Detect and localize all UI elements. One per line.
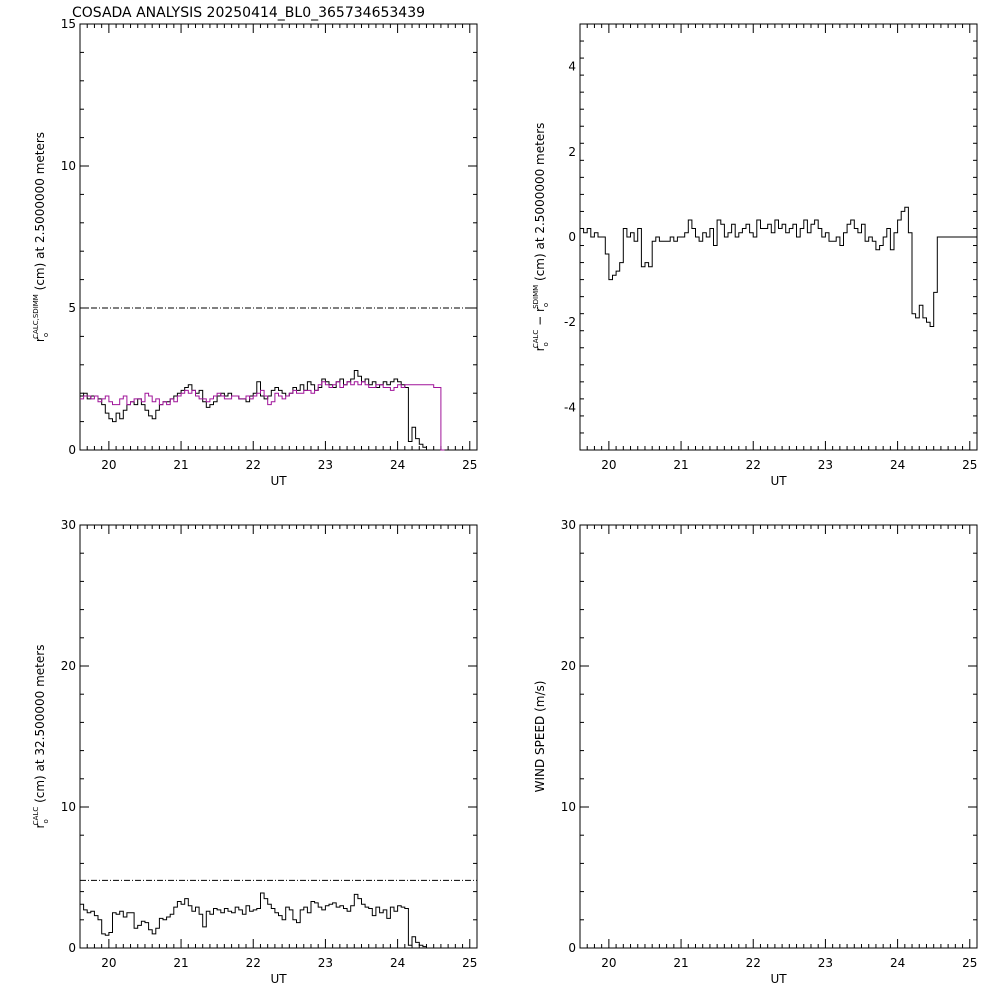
y-title-rest: (cm) at 2.5000000 meters xyxy=(533,123,547,285)
figure-title: COSADA ANALYSIS 20250414_BL0_36573465343… xyxy=(72,5,425,21)
y-tick-label: 0 xyxy=(568,941,576,955)
y-tick-label: 10 xyxy=(61,159,76,173)
y-tick-label: 0 xyxy=(68,941,76,955)
series-line-1 xyxy=(580,206,977,327)
x-tick-label: 22 xyxy=(246,458,261,472)
y-tick-label: 30 xyxy=(561,518,576,532)
series-line-1 xyxy=(80,370,445,451)
y-tick-label: 0 xyxy=(68,443,76,457)
chart-panel-p4: 20 21 22 23 24 25 0 10 20 30 UT WIND SPEED (m/s) xyxy=(533,518,978,986)
y-title-rest: WIND SPEED (m/s) xyxy=(533,681,547,793)
x-tick-label: 20 xyxy=(101,458,116,472)
y-title-sub: o xyxy=(42,333,50,337)
chart-panel-p1: 20 21 22 23 24 25 0 5 10 15 UT roCALC,SDIMM (cm) at… xyxy=(32,17,478,488)
plot-frame xyxy=(79,23,478,451)
y-title-sub: o xyxy=(42,819,50,823)
y-tick-label: 20 xyxy=(61,659,76,673)
y-title-sup: CALC,SDIMM xyxy=(32,294,40,339)
y-axis-title: WIND SPEED (m/s) xyxy=(533,681,547,793)
y-title-base: r xyxy=(533,346,547,351)
x-tick-label: 24 xyxy=(890,956,905,970)
y-tick-label: 30 xyxy=(61,518,76,532)
y-tick-label: 10 xyxy=(61,800,76,814)
y-title-rest: (cm) at 2.5000000 meters xyxy=(33,132,47,294)
y-tick-label: -4 xyxy=(564,400,576,414)
x-tick-label: 23 xyxy=(318,956,333,970)
x-tick-label: 22 xyxy=(246,956,261,970)
x-tick-label: 24 xyxy=(390,458,405,472)
y-title-mid: − r xyxy=(533,307,547,330)
x-tick-label: 23 xyxy=(318,458,333,472)
y-title-base: r xyxy=(33,823,47,828)
y-tick-label: 2 xyxy=(568,145,576,159)
x-tick-label: 24 xyxy=(890,458,905,472)
series-line-1 xyxy=(80,892,445,949)
y-tick-label: -2 xyxy=(564,315,576,329)
x-tick-label: 22 xyxy=(746,956,761,970)
x-tick-label: 21 xyxy=(673,956,688,970)
x-tick-label: 22 xyxy=(746,458,761,472)
x-tick-label: 20 xyxy=(601,956,616,970)
y-title-sup: CALC xyxy=(532,330,540,349)
y-title-sup: SDIMM xyxy=(532,285,540,309)
x-tick-label: 20 xyxy=(101,956,116,970)
y-title-sub: o xyxy=(542,342,550,346)
y-tick-label: 20 xyxy=(561,659,576,673)
y-tick-label: 15 xyxy=(61,17,76,31)
y-title-rest: (cm) at 32.500000 meters xyxy=(33,645,47,807)
plot-frame xyxy=(579,524,978,949)
series-line-2 xyxy=(80,381,445,451)
y-axis-title: roCALC − roSDIMM (cm) at 2.5000000 meter… xyxy=(532,123,550,352)
x-tick-label: 21 xyxy=(673,458,688,472)
y-title-base: r xyxy=(33,337,47,342)
x-tick-label: 25 xyxy=(962,458,977,472)
chart-panel-p3: 20 21 22 23 24 25 0 10 20 30 UT roCALC (cm) at 32.5… xyxy=(32,518,478,986)
y-axis-title: roCALC,SDIMM (cm) at 2.5000000 meters xyxy=(32,132,50,342)
y-tick-label: 0 xyxy=(568,230,576,244)
y-title-sup: CALC xyxy=(32,807,40,826)
x-tick-label: 23 xyxy=(818,458,833,472)
y-axis-title: roCALC (cm) at 32.500000 meters xyxy=(32,645,50,829)
x-tick-label: 20 xyxy=(601,458,616,472)
x-tick-label: 23 xyxy=(818,956,833,970)
plot-frame xyxy=(79,524,478,949)
x-axis-title: UT xyxy=(770,474,787,488)
x-axis-title: UT xyxy=(270,972,287,986)
x-tick-label: 24 xyxy=(390,956,405,970)
y-tick-label: 10 xyxy=(561,800,576,814)
x-tick-label: 25 xyxy=(462,458,477,472)
plot-frame xyxy=(579,23,978,451)
y-tick-label: 4 xyxy=(568,60,576,74)
x-tick-label: 21 xyxy=(173,458,188,472)
x-tick-label: 25 xyxy=(962,956,977,970)
y-tick-label: 5 xyxy=(68,301,76,315)
x-axis-title: UT xyxy=(270,474,287,488)
x-tick-label: 25 xyxy=(462,956,477,970)
x-tick-label: 21 xyxy=(173,956,188,970)
x-axis-title: UT xyxy=(770,972,787,986)
y-title-sub: o xyxy=(542,303,550,307)
